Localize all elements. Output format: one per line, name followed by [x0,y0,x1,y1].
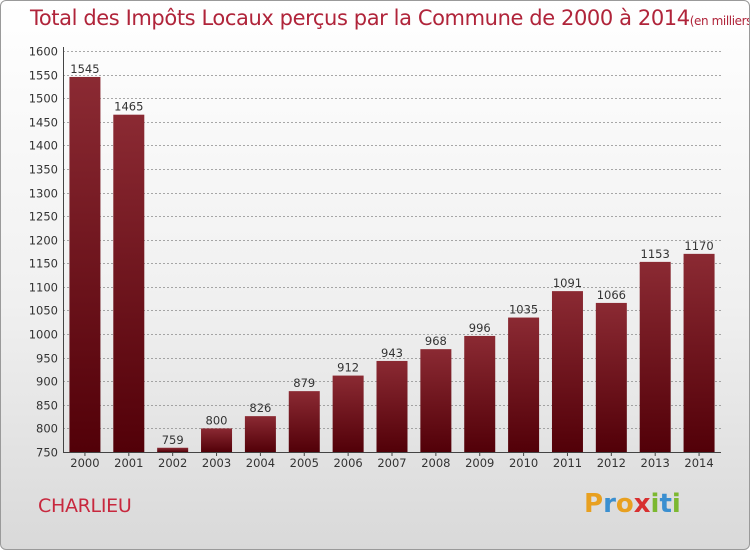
y-tick-label: 1500 [29,92,58,106]
data-label: 968 [425,334,447,348]
data-label: 912 [337,361,359,375]
data-label: 759 [162,433,184,447]
x-tick-label: 2002 [158,456,187,470]
x-tick-label: 2009 [465,456,494,470]
x-tick-label: 2006 [333,456,362,470]
y-tick-label: 1100 [29,281,58,295]
bar [113,114,145,452]
bar [508,317,540,452]
data-label: 996 [469,321,491,335]
x-tick-label: 2008 [421,456,450,470]
x-tick-label: 2005 [290,456,319,470]
logo-letter: i [671,489,681,519]
x-tick-label: 2010 [509,456,538,470]
bar [69,76,101,453]
bar [639,261,671,452]
bar [157,447,189,452]
y-tick-label: 1450 [29,116,58,130]
logo-letter: x [633,489,651,519]
data-label: 1035 [509,303,538,317]
y-tick-label: 1050 [29,304,58,318]
chart-title-text: Total des Impôts Locaux perçus par la Co… [30,6,690,30]
logo-letter: r [603,489,616,519]
y-tick-label: 1400 [29,139,58,153]
proxiti-logo: Proxiti [584,489,681,519]
x-tick-label: 2014 [684,456,713,470]
bar [683,253,715,452]
data-label: 800 [206,413,228,427]
chart-title: Total des Impôts Locaux perçus par la Co… [30,6,750,30]
y-tick-label: 1200 [29,234,58,248]
y-tick-label: 1250 [29,210,58,224]
bar [288,391,320,452]
y-tick-label: 750 [36,446,58,460]
data-label: 1066 [597,288,626,302]
y-tick-label: 900 [36,375,58,389]
x-tick-label: 2013 [641,456,670,470]
x-tick-label: 2003 [202,456,231,470]
bar [464,335,496,452]
data-label: 826 [249,401,271,415]
bar [595,302,627,452]
commune-name: CHARLIEU [38,495,132,517]
x-tick-label: 2007 [377,456,406,470]
y-tick-label: 1550 [29,69,58,83]
data-label: 879 [293,376,315,390]
data-label: 1545 [70,62,99,76]
bar [551,291,583,452]
y-tick-label: 800 [36,422,58,436]
data-label: 1465 [114,100,143,114]
bar [201,428,233,452]
chart-unit: (en milliers d'€) [689,14,750,28]
y-tick-label: 1350 [29,163,58,177]
bar [420,349,452,452]
y-tick-label: 1150 [29,257,58,271]
logo-letter: P [584,489,604,519]
data-label: 1153 [641,247,670,261]
x-tick-label: 2012 [597,456,626,470]
x-tick-label: 2000 [70,456,99,470]
logo-letter: i [650,489,660,519]
logo-letter: o [615,489,634,519]
data-label: 943 [381,346,403,360]
bar [376,360,408,452]
logo-letter: t [659,489,672,519]
x-tick-label: 2001 [114,456,143,470]
x-tick-label: 2004 [246,456,275,470]
y-tick-label: 950 [36,352,58,366]
y-tick-label: 850 [36,399,58,413]
x-tick-label: 2011 [553,456,582,470]
y-tick-label: 1600 [29,45,58,59]
bar [332,375,364,452]
bar [244,416,276,452]
data-label: 1170 [684,239,713,253]
y-tick-label: 1000 [29,328,58,342]
y-tick-label: 1300 [29,187,58,201]
data-label: 1091 [553,276,582,290]
